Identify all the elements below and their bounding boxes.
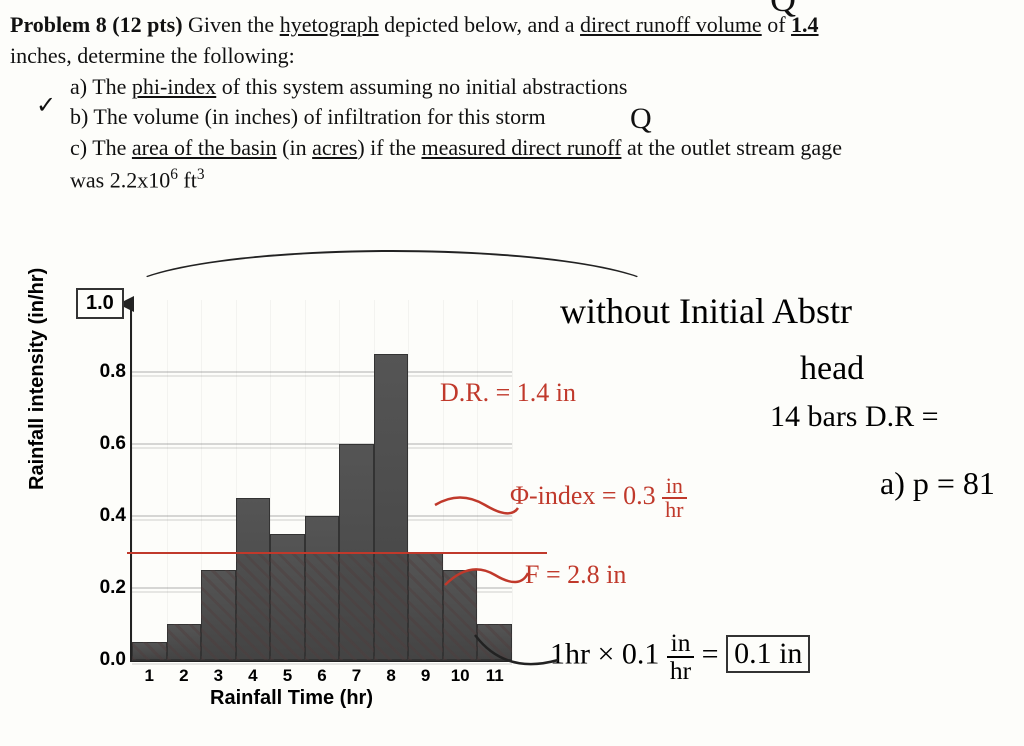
x-tick-label: 3	[214, 666, 223, 686]
plot-area: 0.00.20.40.60.81234567891011	[130, 300, 512, 662]
gridline	[132, 663, 512, 665]
hatch-infiltration	[305, 552, 340, 660]
hand-Q-b: Q	[630, 98, 652, 140]
hand-head: head	[800, 350, 864, 388]
problem-text: Problem 8 (12 pts) Given the hyetograph …	[10, 10, 1014, 196]
one-box: 1.0	[76, 288, 124, 319]
gridline	[132, 447, 512, 449]
boxed-result: 0.1 in	[726, 635, 810, 673]
leader-calc	[470, 630, 560, 680]
leader-F	[440, 555, 530, 595]
hatch-infiltration	[339, 552, 374, 660]
hatch-infiltration	[167, 624, 202, 660]
hatch-infiltration	[408, 552, 443, 660]
x-tick-label: 10	[451, 666, 470, 686]
x-tick-label: 1	[145, 666, 154, 686]
y-tick-label: 0.4	[82, 505, 126, 527]
hatch-infiltration	[236, 552, 271, 660]
hatch-infiltration	[270, 552, 305, 660]
gridline	[132, 375, 512, 377]
hand-F: F = 2.8 in	[525, 560, 626, 590]
gridline	[132, 371, 512, 373]
phi-index-line	[127, 552, 547, 554]
hatch-infiltration	[132, 642, 167, 660]
problem-title: Problem 8 (12 pts)	[10, 12, 183, 37]
y-tick-label: 0.0	[82, 649, 126, 671]
hand-title: without Initial Abstr	[560, 290, 852, 332]
hatch-infiltration	[374, 552, 409, 660]
hand-dr: D.R. = 1.4 in	[440, 378, 576, 408]
hand-a-answer: a) p = 81	[880, 465, 995, 502]
hand-Q-top: Q	[770, 0, 796, 24]
y-tick-label: 0.2	[82, 577, 126, 599]
tick-mark: ✓	[36, 90, 56, 124]
hand-calc: 1hr × 0.1 inhr = 0.1 in	[550, 630, 810, 683]
gridline	[132, 443, 512, 445]
x-tick-label: 9	[421, 666, 430, 686]
x-tick-label: 4	[248, 666, 257, 686]
x-tick-label: 7	[352, 666, 361, 686]
x-tick-label: 6	[317, 666, 326, 686]
hand-bars: 14 bars D.R =	[770, 400, 939, 434]
hatch-infiltration	[201, 570, 236, 660]
hand-phi: Φ-index = 0.3 inhr	[510, 475, 687, 521]
x-tick-label: 2	[179, 666, 188, 686]
x-tick-label: 8	[386, 666, 395, 686]
x-axis-label: Rainfall Time (hr)	[210, 687, 373, 710]
y-tick-label: 0.8	[82, 361, 126, 383]
x-tick-label: 5	[283, 666, 292, 686]
y-tick-label: 0.6	[82, 433, 126, 455]
leader-phi	[430, 490, 520, 530]
y-axis-label: Rainfall intensity (in/hr)	[26, 268, 49, 490]
